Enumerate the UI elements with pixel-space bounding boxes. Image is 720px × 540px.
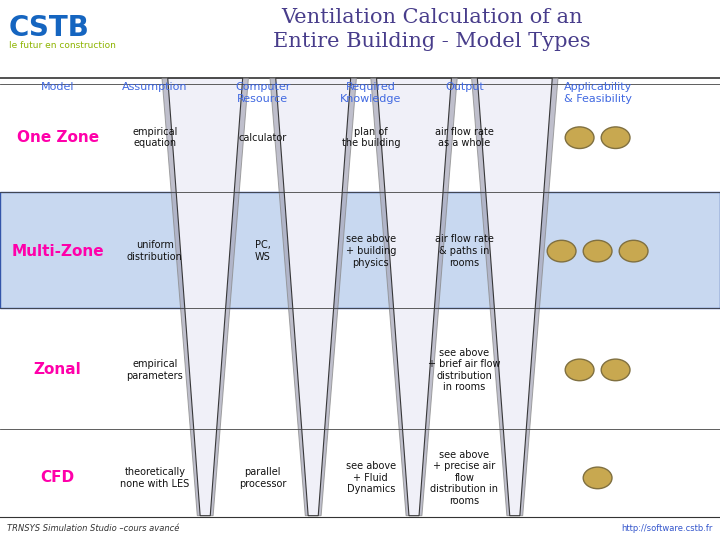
Text: Model: Model (41, 82, 74, 92)
Text: Multi-Zone: Multi-Zone (12, 244, 104, 259)
Circle shape (565, 359, 594, 381)
Text: Zonal: Zonal (34, 362, 81, 377)
Text: One Zone: One Zone (17, 130, 99, 145)
Polygon shape (477, 78, 552, 516)
Polygon shape (377, 78, 451, 516)
Text: see above
+ Fluid
Dynamics: see above + Fluid Dynamics (346, 461, 396, 495)
Text: CFD: CFD (40, 470, 75, 485)
Text: calculator: calculator (238, 133, 287, 143)
Text: TRNSYS Simulation Studio –cours avancé: TRNSYS Simulation Studio –cours avancé (7, 524, 179, 532)
Text: plan of
the building: plan of the building (341, 127, 400, 148)
Text: Applicability
& Feasibility: Applicability & Feasibility (564, 82, 631, 104)
Circle shape (601, 127, 630, 148)
Text: Required
Knowledge: Required Knowledge (340, 82, 402, 104)
Text: see above
+ building
physics: see above + building physics (346, 234, 396, 268)
Circle shape (547, 240, 576, 262)
Polygon shape (168, 78, 243, 516)
Text: CSTB: CSTB (9, 14, 89, 42)
Text: http://software.cstb.fr: http://software.cstb.fr (621, 524, 713, 532)
Text: Ventilation Calculation of an
Entire Building - Model Types: Ventilation Calculation of an Entire Bui… (273, 8, 591, 51)
Text: empirical
parameters: empirical parameters (127, 359, 183, 381)
Text: uniform
distribution: uniform distribution (127, 240, 183, 262)
Text: le futur en construction: le futur en construction (9, 40, 115, 50)
Text: empirical
equation: empirical equation (132, 127, 178, 148)
Text: see above
+ precise air
flow
distribution in
rooms: see above + precise air flow distributio… (431, 450, 498, 506)
Circle shape (583, 467, 612, 489)
Polygon shape (162, 78, 248, 516)
Text: see above
+ brief air flow
distribution
in rooms: see above + brief air flow distribution … (428, 348, 500, 392)
Text: parallel
processor: parallel processor (239, 467, 287, 489)
Circle shape (619, 240, 648, 262)
Bar (0, 192, 720, 308)
Polygon shape (270, 78, 356, 516)
Text: Assumption: Assumption (122, 82, 187, 92)
Circle shape (565, 127, 594, 148)
Circle shape (601, 359, 630, 381)
Text: PC,
WS: PC, WS (255, 240, 271, 262)
Text: Computer
Resource: Computer Resource (235, 82, 290, 104)
Text: theoretically
none with LES: theoretically none with LES (120, 467, 189, 489)
Polygon shape (276, 78, 351, 516)
Polygon shape (472, 78, 558, 516)
Text: air flow rate
& paths in
rooms: air flow rate & paths in rooms (435, 234, 494, 268)
Text: air flow rate
as a whole: air flow rate as a whole (435, 127, 494, 148)
Circle shape (583, 240, 612, 262)
Polygon shape (371, 78, 457, 516)
Text: Output: Output (445, 82, 484, 92)
